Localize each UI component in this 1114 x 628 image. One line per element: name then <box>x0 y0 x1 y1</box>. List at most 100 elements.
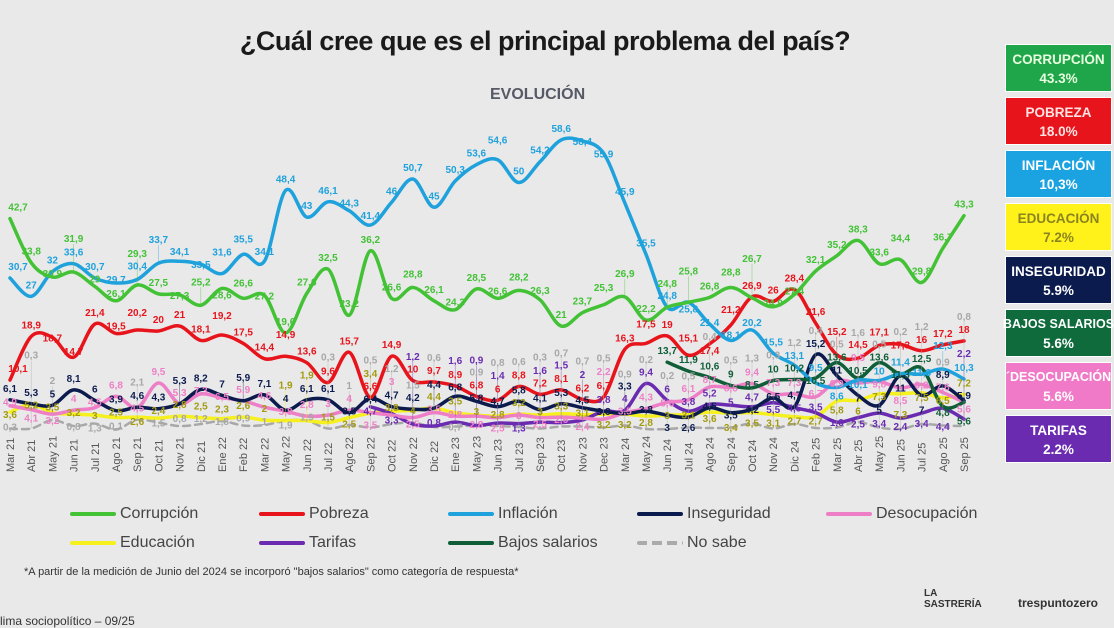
x-tick-label: Jun 22 <box>302 439 314 472</box>
data-label-educación: 2,8 <box>173 400 187 411</box>
data-label-inseguridad: 2,6 <box>681 423 695 434</box>
data-label-pobreza: 10,1 <box>8 364 28 375</box>
data-label-tarifas: 1,5 <box>554 361 568 372</box>
data-label-tarifas: 1,6 <box>533 366 547 377</box>
data-label-bajos-salarios: 11,9 <box>679 355 698 366</box>
data-label-desocupación: 2,2 <box>597 367 611 378</box>
panel-value: 43.3% <box>1039 71 1078 86</box>
data-label-pobreza: 18 <box>958 325 970 336</box>
data-label-tarifas: 0,8 <box>427 418 441 429</box>
data-label-desocupación: 8,5 <box>893 396 907 407</box>
legend-item-pobreza: Pobreza <box>259 505 369 523</box>
data-label-inflación: 18,1 <box>721 330 741 341</box>
data-label-educación: 3,8 <box>385 403 399 414</box>
x-tick-label: Mar 24 <box>620 438 632 472</box>
data-label-inseguridad: 8,1 <box>67 374 81 385</box>
data-label-no-sabe: 1,3 <box>88 424 102 435</box>
data-label-no-sabe: 0,3 <box>3 423 17 434</box>
legend-label: Educación <box>120 534 195 551</box>
data-label-educación: 2,5 <box>194 402 208 413</box>
data-label-inflación: 50,3 <box>445 165 465 176</box>
data-label-corrupción: 26,9 <box>615 269 635 280</box>
data-label-pobreza: 7,2 <box>533 378 547 389</box>
x-tick-label: Ago 25 <box>938 437 950 472</box>
data-label-educación: 3,6 <box>3 410 17 421</box>
data-label-desocupación: 4 <box>346 394 352 405</box>
panel-value: 5.6% <box>1043 336 1074 351</box>
data-label-inflación: 46,1 <box>318 186 338 197</box>
data-label-inseguridad: 6,1 <box>300 384 314 395</box>
data-label-tarifas: 3,8 <box>597 395 611 406</box>
data-label-bajos-salarios: 8,5 <box>745 380 759 391</box>
data-label-inflación: 27 <box>26 280 38 291</box>
data-label-pobreza: 15,7 <box>339 336 359 347</box>
data-label-tarifas: 4,7 <box>363 407 377 418</box>
data-label-inflación: 21,4 <box>700 318 720 329</box>
data-label-desocupación: 2,8 <box>469 420 483 431</box>
data-label-corrupción: 25,8 <box>679 266 699 277</box>
data-label-pobreza: 26,9 <box>742 281 762 292</box>
data-label-no-sabe: 0,3 <box>321 353 335 364</box>
panel-inflación: INFLACIÓN 10,3% <box>1005 150 1112 198</box>
legend-swatch <box>259 541 305 545</box>
data-label-pobreza: 17,5 <box>233 327 253 338</box>
data-label-corrupción: 33,8 <box>21 247 41 258</box>
data-label-inflación: 13,1 <box>785 351 805 362</box>
data-label-no-sabe: 0,8 <box>173 414 187 425</box>
x-tick-label: Ago 21 <box>111 437 123 472</box>
x-tick-label: May 22 <box>281 436 293 472</box>
x-tick-label: Dic 22 <box>429 441 441 472</box>
x-tick-label: Ago 22 <box>344 437 356 472</box>
data-label-inseguridad: 6,4 <box>363 394 377 405</box>
data-label-pobreza: 19 <box>662 320 674 331</box>
data-label-desocupación: 3 <box>325 399 331 410</box>
series-line-pobreza <box>8 287 966 404</box>
legend-label: Corrupción <box>120 505 199 522</box>
data-label-no-sabe: 0,5 <box>872 340 886 351</box>
data-label-no-sabe: 0,6 <box>427 353 441 364</box>
data-label-inflación: 10,3 <box>954 363 974 374</box>
data-label-desocupación: 6,8 <box>109 380 123 391</box>
data-label-inseguridad: 5,8 <box>469 393 483 404</box>
data-label-no-sabe: 0,6 <box>512 357 526 368</box>
data-label-desocupación: 5,3 <box>173 388 187 399</box>
data-label-pobreza: 21,2 <box>721 305 741 316</box>
data-label-desocupación: 3,5 <box>618 407 632 418</box>
data-label-bajos-salarios: 5,6 <box>957 416 971 427</box>
data-label-no-sabe: 0,8 <box>67 422 81 433</box>
data-label-inflación: 35,5 <box>636 238 656 249</box>
data-label-bajos-salarios: 13,7 <box>657 346 677 357</box>
legend-item-corrupción: Corrupción <box>70 505 198 523</box>
data-label-inseguridad: 5 <box>876 405 882 416</box>
data-label-no-sabe: 0,2 <box>893 327 907 338</box>
data-label-no-sabe: 0,8 <box>491 358 505 369</box>
data-label-no-sabe: 1,8 <box>215 417 229 428</box>
data-label-pobreza: 21 <box>174 310 186 321</box>
data-label-corrupción: 25,3 <box>594 283 614 294</box>
data-label-inseguridad: 6,8 <box>448 382 462 393</box>
data-label-educación: 5,8 <box>830 405 844 416</box>
data-label-bajos-salarios: 10,2 <box>785 364 805 375</box>
data-label-no-sabe: 0,3 <box>533 353 547 364</box>
data-label-no-sabe: 1,5 <box>151 419 165 430</box>
data-label-desocupación: 9,4 <box>745 367 759 378</box>
x-tick-label: Nov 24 <box>768 437 780 472</box>
x-tick-label: Jun 21 <box>69 439 81 472</box>
data-label-inseguridad: 5,8 <box>512 385 526 396</box>
data-label-corrupción: 26,7 <box>742 254 762 265</box>
data-label-pobreza: 21,4 <box>85 308 105 319</box>
data-label-desocupación: 3 <box>389 377 395 388</box>
data-label-pobreza: 8,1 <box>554 374 568 385</box>
data-label-bajos-salarios: 10,6 <box>700 362 720 373</box>
data-label-pobreza: 10 <box>407 365 419 376</box>
data-label-educación: 3,5 <box>448 397 462 408</box>
data-label-inseguridad: 6,1 <box>3 384 17 395</box>
data-label-corrupción: 28,5 <box>467 273 487 284</box>
x-tick-label: May 24 <box>641 436 653 472</box>
data-label-inseguridad: 11 <box>895 384 906 395</box>
data-label-inflación: 30,7 <box>8 262 28 273</box>
panel-label: INSEGURIDAD <box>1011 264 1106 279</box>
data-label-tarifas: 4 <box>622 394 628 405</box>
series-lines <box>8 136 966 431</box>
data-label-educación: 4 <box>410 406 416 417</box>
